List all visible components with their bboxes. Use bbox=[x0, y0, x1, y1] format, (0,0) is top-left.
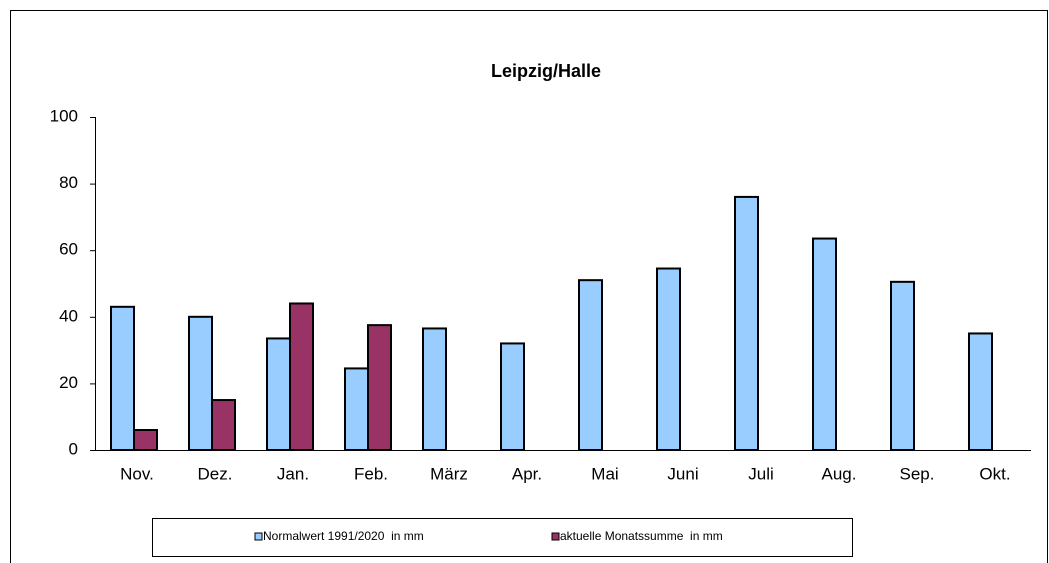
x-tick-label: Apr. bbox=[512, 464, 542, 483]
y-tick-label: 0 bbox=[69, 439, 78, 458]
bar bbox=[266, 337, 291, 452]
x-tick-label: Dez. bbox=[198, 464, 233, 483]
bar bbox=[133, 429, 158, 451]
bar bbox=[422, 327, 447, 451]
legend-text: aktuelle Monatssumme in mm bbox=[560, 529, 723, 543]
y-tick-label: 80 bbox=[59, 173, 78, 192]
x-tick-label: Jan. bbox=[277, 464, 309, 483]
bar bbox=[656, 267, 681, 452]
y-tick-label: 100 bbox=[50, 106, 78, 125]
bar bbox=[578, 279, 603, 452]
x-tick-label: Feb. bbox=[354, 464, 388, 483]
bar bbox=[110, 305, 135, 451]
x-tick-label: Aug. bbox=[822, 464, 857, 483]
x-tick-label: Sep. bbox=[900, 464, 935, 483]
legend-text: Normalwert 1991/2020 in mm bbox=[263, 529, 424, 543]
bar bbox=[367, 324, 392, 451]
bar bbox=[734, 195, 759, 451]
y-tick-label: 40 bbox=[59, 306, 78, 325]
bar bbox=[890, 280, 915, 451]
bar bbox=[344, 367, 369, 452]
chart-title: Leipzig/Halle bbox=[491, 61, 601, 81]
bar bbox=[188, 315, 213, 451]
y-tick-label: 20 bbox=[59, 373, 78, 392]
legend-box bbox=[152, 518, 853, 557]
chart-frame bbox=[10, 10, 1048, 563]
bar bbox=[289, 302, 314, 452]
x-tick-label: März bbox=[430, 464, 468, 483]
bar bbox=[968, 332, 993, 452]
bar bbox=[812, 237, 837, 451]
x-tick-label: Okt. bbox=[979, 464, 1010, 483]
legend-swatch bbox=[254, 532, 263, 541]
x-tick-label: Nov. bbox=[120, 464, 154, 483]
y-tick-label: 60 bbox=[59, 240, 78, 259]
legend-swatch bbox=[551, 532, 560, 541]
bar bbox=[211, 399, 236, 451]
x-tick-label: Juni bbox=[667, 464, 698, 483]
x-tick-label: Mai bbox=[591, 464, 618, 483]
bar bbox=[500, 342, 525, 451]
x-tick-label: Juli bbox=[748, 464, 774, 483]
